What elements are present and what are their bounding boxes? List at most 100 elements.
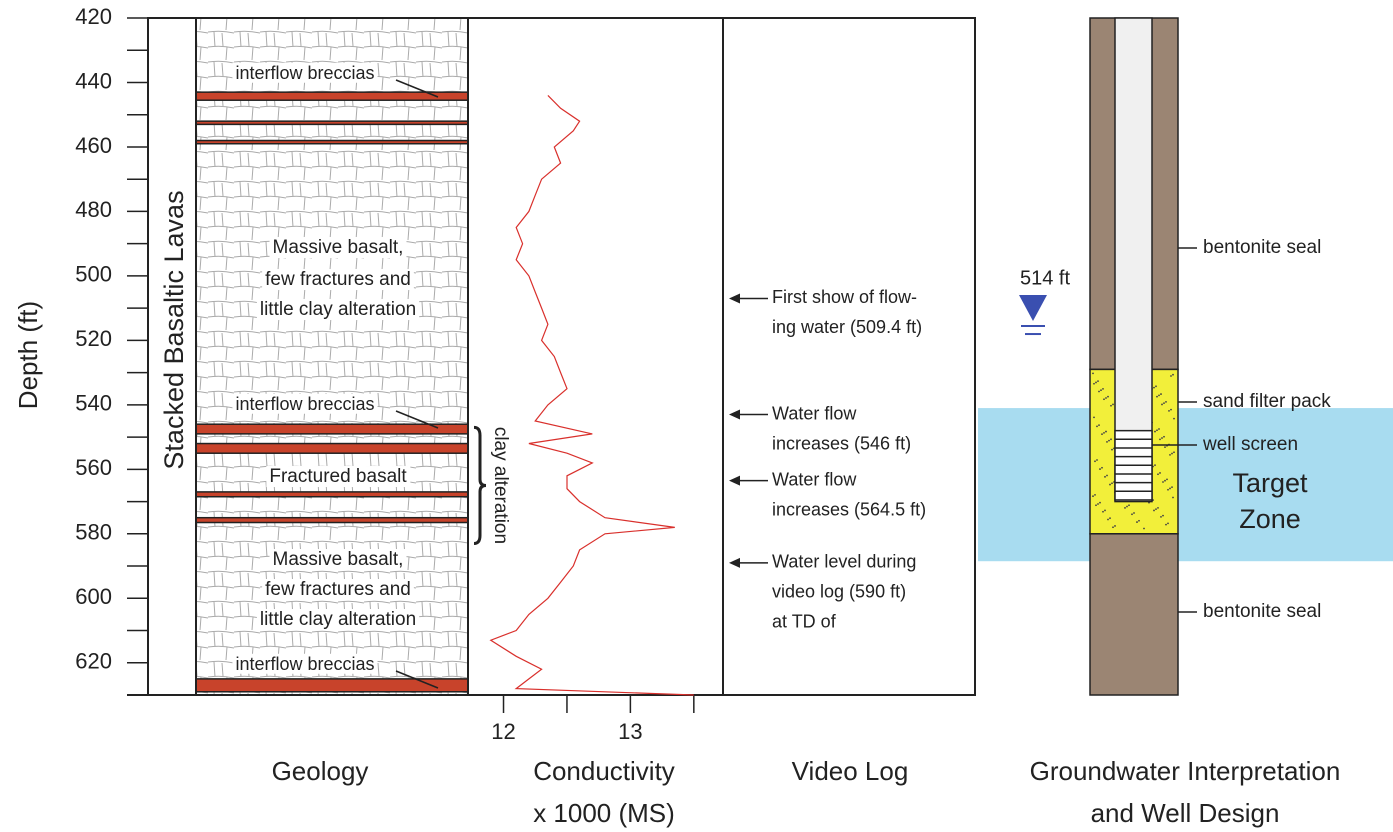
sand-dot — [1173, 451, 1175, 453]
y-tick-label: 580 — [75, 520, 112, 545]
track-title: and Well Design — [1091, 798, 1280, 828]
arrow-head — [729, 410, 740, 420]
sand-dot — [1106, 441, 1108, 443]
note-text: Water level during — [772, 552, 916, 572]
unit-label: few fractures and — [265, 269, 411, 290]
x-tick-label: 12 — [491, 719, 515, 744]
sand-dot — [1098, 391, 1100, 393]
casing — [1115, 18, 1152, 502]
sand-dot — [1164, 480, 1166, 482]
sand-dot — [1143, 528, 1145, 530]
sand-dot — [1156, 429, 1158, 431]
unit-label: few fractures and — [265, 579, 411, 600]
note-text: increases (546 ft) — [772, 433, 911, 453]
x-tick-label: 13 — [618, 719, 642, 744]
unit-label: little clay alteration — [260, 609, 416, 630]
sand-dot — [1092, 372, 1094, 374]
sand-dot — [1170, 375, 1172, 377]
callout: bentonite seal — [1203, 237, 1321, 258]
sand-dot — [1161, 404, 1163, 406]
note-text: First show of flow- — [772, 287, 917, 307]
sand-dot — [1099, 502, 1101, 504]
sand-dot — [1167, 489, 1169, 491]
y-tick-label: 520 — [75, 326, 112, 351]
track-title: Groundwater Interpretation — [1030, 756, 1341, 786]
sand-dot — [1106, 475, 1108, 477]
note-text: ing water (509.4 ft) — [772, 317, 922, 337]
sand-dot — [1102, 388, 1104, 390]
y-tick-label: 480 — [75, 197, 112, 222]
unit-label: Massive basalt, — [273, 549, 404, 570]
sand-dot — [1159, 472, 1161, 474]
sand-dot — [1101, 467, 1103, 469]
sand-dot — [1101, 433, 1103, 435]
breccia — [196, 424, 468, 434]
sand-dot — [1112, 526, 1114, 528]
y-tick-label: 540 — [75, 391, 112, 416]
sand-dot — [1092, 495, 1094, 497]
track-title: x 1000 (MS) — [533, 798, 675, 828]
sand-dot — [1094, 460, 1096, 462]
sand-dot — [1162, 515, 1164, 517]
breccia — [196, 121, 468, 124]
bentonite-seal — [1090, 534, 1178, 695]
sand-dot — [1111, 482, 1113, 484]
sand-dot — [1104, 476, 1106, 478]
sand-dot — [1156, 396, 1158, 398]
arrow-head — [729, 558, 740, 568]
sand-dot — [1102, 511, 1104, 513]
sand-dot — [1111, 449, 1113, 451]
sand-dot — [1103, 398, 1105, 400]
target-zone — [978, 408, 1393, 561]
sand-dot — [1165, 401, 1167, 403]
sand-dot — [1153, 387, 1155, 389]
note-text: video log (590 ft) — [772, 582, 906, 602]
breccia — [196, 141, 468, 144]
note-text: Water flow — [772, 469, 857, 489]
water-marker — [1019, 295, 1047, 321]
sand-dot — [1153, 510, 1155, 512]
breccia — [196, 518, 468, 523]
note-text: at TD of — [772, 612, 837, 632]
sand-dot — [1126, 506, 1128, 508]
sand-dot — [1097, 380, 1099, 382]
callout: well screen — [1202, 434, 1298, 455]
sand-dot — [1138, 520, 1140, 522]
sand-dot — [1133, 512, 1135, 514]
y-tick-label: 600 — [75, 584, 112, 609]
sand-dot — [1112, 404, 1114, 406]
sand-dot — [1160, 393, 1162, 395]
sand-dot — [1157, 507, 1159, 509]
sand-dot — [1107, 396, 1109, 398]
sand-dot — [1103, 432, 1105, 434]
bracket — [474, 427, 486, 543]
sand-dot — [1159, 438, 1161, 440]
target-label: Zone — [1239, 504, 1301, 534]
y-tick-label: 620 — [75, 649, 112, 674]
sand-dot — [1158, 394, 1160, 396]
sand-dot — [1171, 486, 1173, 488]
sand-dot — [1107, 519, 1109, 521]
note-text: increases (564.5 ft) — [772, 499, 926, 519]
sand-dot — [1173, 418, 1175, 420]
sand-dot — [1105, 431, 1107, 433]
sand-dot — [1108, 440, 1110, 442]
breccia-label: interflow breccias — [235, 654, 374, 674]
breccia — [196, 492, 468, 497]
sand-dot — [1114, 525, 1116, 527]
sand-dot — [1100, 389, 1102, 391]
sand-dot — [1110, 405, 1112, 407]
sand-dot — [1165, 524, 1167, 526]
sand-dot — [1170, 409, 1172, 411]
sand-dot — [1105, 397, 1107, 399]
breccia-label: interflow breccias — [235, 394, 374, 414]
sand-dot — [1109, 517, 1111, 519]
y-tick-label: 420 — [75, 4, 112, 29]
sand-dot — [1160, 516, 1162, 518]
sand-dot — [1157, 473, 1159, 475]
y-tick-label: 460 — [75, 133, 112, 158]
water-label: 514 ft — [1020, 267, 1070, 289]
sand-dot — [1172, 497, 1174, 499]
sand-dot — [1169, 488, 1171, 490]
y-tick-label: 500 — [75, 262, 112, 287]
